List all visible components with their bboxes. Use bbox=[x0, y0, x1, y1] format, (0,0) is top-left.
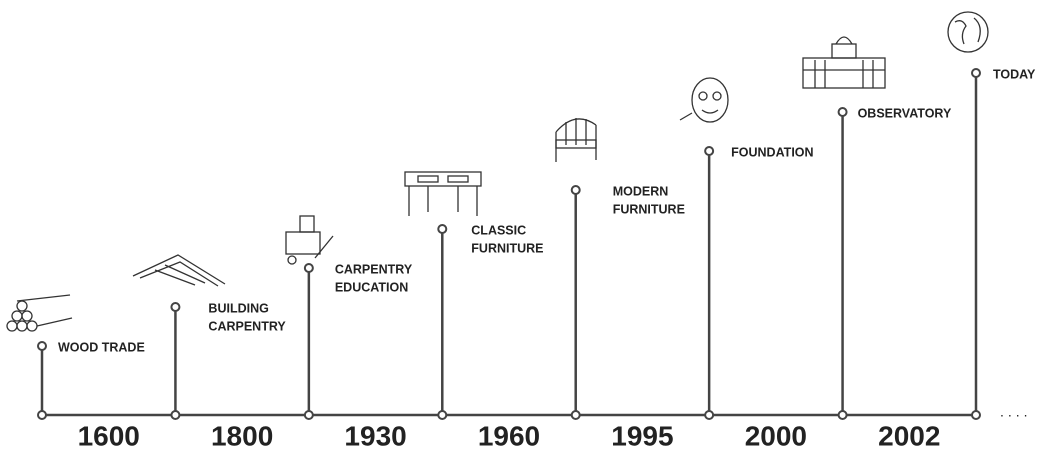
timeline: .... WOOD TRADE BUILDING CARPENTRY CARPENTR… bbox=[0, 0, 1042, 450]
icon-portrait bbox=[680, 78, 728, 122]
node-base bbox=[38, 411, 46, 419]
icon-desk bbox=[405, 172, 481, 216]
milestone-label: WOOD TRADE bbox=[58, 340, 145, 354]
icon-globe bbox=[948, 12, 988, 52]
milestone-label: FOUNDATION bbox=[731, 145, 813, 159]
icon-toolbox bbox=[286, 216, 333, 264]
node-base bbox=[572, 411, 580, 419]
icon-building bbox=[803, 37, 885, 88]
milestone-label: MODERN bbox=[613, 184, 669, 198]
year-label: 2002 bbox=[878, 420, 940, 450]
icon-roof bbox=[133, 255, 225, 286]
icon-logs bbox=[7, 295, 72, 331]
milestone-label: FURNITURE bbox=[471, 241, 543, 255]
node-base bbox=[305, 411, 313, 419]
year-label: 1995 bbox=[611, 420, 673, 450]
year-label: 1960 bbox=[478, 420, 540, 450]
milestone-label: EDUCATION bbox=[335, 280, 408, 294]
node-top bbox=[572, 186, 580, 194]
milestone-label: OBSERVATORY bbox=[858, 106, 952, 120]
node-top bbox=[705, 147, 713, 155]
year-label: 1930 bbox=[344, 420, 406, 450]
milestone-label: CLASSIC bbox=[471, 223, 526, 237]
node-top bbox=[438, 225, 446, 233]
milestone-label: CARPENTRY bbox=[335, 262, 413, 276]
icon-chair bbox=[556, 118, 596, 162]
node-top bbox=[839, 108, 847, 116]
milestone-label: BUILDING bbox=[208, 301, 268, 315]
year-label: 1600 bbox=[78, 420, 140, 450]
node-base bbox=[705, 411, 713, 419]
ellipsis: .... bbox=[1000, 404, 1032, 420]
milestone-label: TODAY bbox=[993, 67, 1036, 81]
milestone-label: FURNITURE bbox=[613, 202, 685, 216]
node-top bbox=[38, 342, 46, 350]
node-base bbox=[972, 411, 980, 419]
node-base bbox=[171, 411, 179, 419]
year-label: 1800 bbox=[211, 420, 273, 450]
node-base bbox=[438, 411, 446, 419]
node-base bbox=[839, 411, 847, 419]
year-label: 2000 bbox=[745, 420, 807, 450]
node-top bbox=[171, 303, 179, 311]
milestone-label: CARPENTRY bbox=[208, 319, 286, 333]
node-top bbox=[305, 264, 313, 272]
node-top bbox=[972, 69, 980, 77]
